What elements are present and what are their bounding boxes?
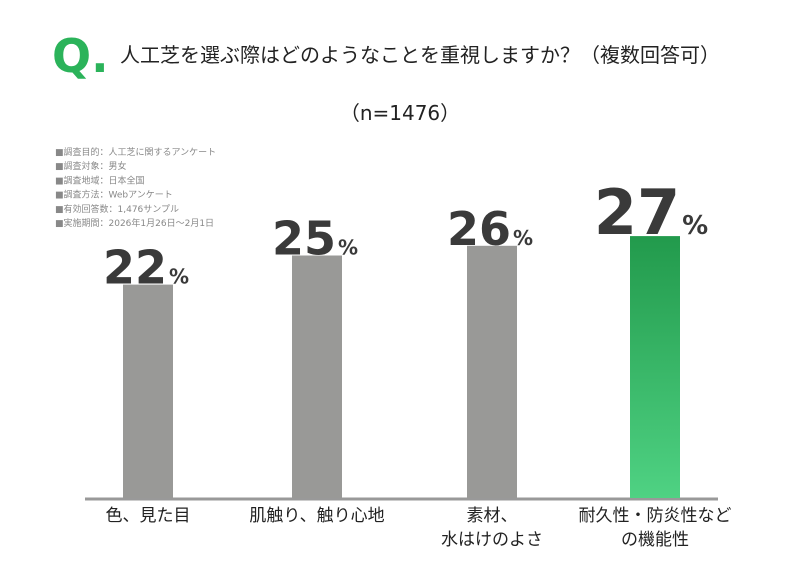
- note: ■実施期間：2026年1月26日〜2月1日: [55, 217, 214, 229]
- x-tick-label: 肌触り、触り心地: [249, 506, 385, 526]
- note: ■調査対象：男女: [55, 160, 127, 172]
- note: ■調査方法：Webアンケート: [55, 189, 173, 201]
- value-label: 26%: [447, 202, 533, 256]
- value-label: 25%: [272, 212, 358, 266]
- value-unit: %: [513, 226, 533, 250]
- bar: [630, 236, 680, 498]
- value-label: 27%: [594, 176, 708, 249]
- bar: [123, 284, 173, 498]
- sample-size: （n=1476）: [340, 101, 460, 125]
- value-number: 26: [447, 202, 511, 256]
- bar: [292, 255, 342, 498]
- question: 人工芝を選ぶ際はどのようなことを重視しますか？（複数回答可）: [120, 43, 720, 67]
- x-tick-label: 色、見た目: [105, 506, 191, 526]
- x-tick-label: 耐久性・防炎性など の機能性: [578, 506, 732, 550]
- value-label: 22%: [103, 241, 189, 295]
- bar: [467, 245, 517, 498]
- note: ■調査地域：日本全国: [55, 174, 145, 186]
- x-tick-label: 素材、 水はけのよさ: [441, 506, 543, 550]
- value-unit: %: [169, 265, 189, 289]
- value-unit: %: [338, 236, 358, 260]
- note: ■有効回答数：1,476サンプル: [55, 203, 179, 215]
- q-mark: Q.: [52, 29, 109, 83]
- value-number: 22: [103, 241, 167, 295]
- value-unit: %: [682, 211, 708, 241]
- note: ■調査目的：人工芝に関するアンケート: [55, 146, 216, 158]
- value-number: 27: [594, 176, 680, 249]
- value-number: 25: [272, 212, 336, 266]
